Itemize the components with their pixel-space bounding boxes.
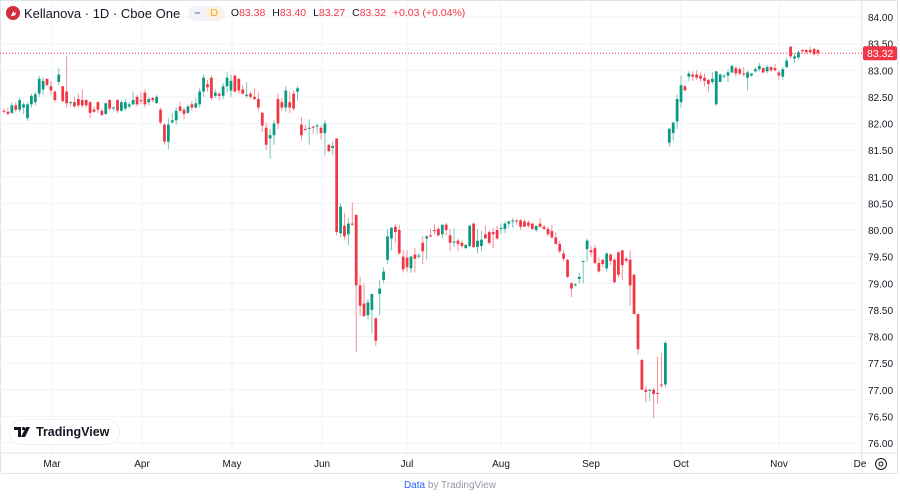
- svg-text:83.32: 83.32: [867, 48, 893, 60]
- price-tick: 81.50: [868, 146, 893, 157]
- price-tick: 78.50: [868, 306, 893, 317]
- settings-icon[interactable]: [874, 457, 888, 471]
- candlestick-chart[interactable]: 84.00 83.50 83.00 82.50 82.00 81.50 81.00 80.50…: [0, 0, 900, 475]
- symbol-title[interactable]: Kellanova · 1D · Cboe One: [24, 6, 180, 21]
- price-tick: 80.50: [868, 199, 893, 210]
- time-tick: Sep: [582, 459, 600, 470]
- time-tick: Jun: [314, 459, 330, 470]
- price-tick: 76.00: [868, 439, 893, 450]
- time-tick: Aug: [492, 459, 510, 470]
- exchange: Cboe One: [120, 5, 181, 21]
- candles: [2, 45, 820, 419]
- time-tick: Nov: [770, 459, 788, 470]
- ohlc-values: O83.38 H83.40 L83.27 C83.32 +0.03 (+0.04…: [231, 7, 465, 19]
- change-value: +0.03 (+0.04%): [392, 7, 466, 19]
- minus-icon: –: [194, 7, 201, 19]
- price-tick: 80.00: [868, 226, 893, 237]
- delayed-badge: D: [205, 6, 223, 20]
- separator: ·: [84, 5, 90, 21]
- time-tick: Apr: [134, 459, 150, 470]
- close-value: 83.32: [359, 7, 386, 19]
- price-tick: 83.50: [868, 40, 893, 51]
- price-tick: 82.50: [868, 93, 893, 104]
- price-tick: 79.50: [868, 253, 893, 264]
- tradingview-logo-text: TradingView: [36, 425, 110, 439]
- last-price-label: 83.32: [863, 46, 897, 61]
- chart-grid: [0, 0, 898, 474]
- tradingview-logo[interactable]: TradingView: [10, 420, 120, 444]
- time-tick: Mar: [43, 459, 61, 470]
- price-tick: 76.50: [868, 412, 893, 423]
- tradingview-logo-icon: [14, 427, 30, 437]
- open-label: O: [230, 7, 240, 19]
- kellanova-logo-icon: [6, 6, 20, 20]
- time-tick: Oct: [673, 459, 689, 470]
- time-tick: Jul: [401, 459, 414, 470]
- attribution-text: by TradingView: [427, 480, 497, 491]
- high-value: 83.40: [279, 7, 307, 19]
- symbol-name: Kellanova: [24, 5, 82, 21]
- price-axis[interactable]: 84.00 83.50 83.00 82.50 82.00 81.50 81.00 80.50…: [868, 13, 893, 450]
- open-value: 83.38: [239, 7, 266, 19]
- price-tick: 78.00: [868, 333, 893, 344]
- price-tick: 79.00: [868, 279, 893, 290]
- separator: ·: [112, 5, 118, 21]
- time-tick: De: [854, 459, 867, 470]
- market-status-badge[interactable]: – D: [188, 5, 225, 21]
- price-tick: 83.00: [868, 66, 893, 77]
- low-label: L: [313, 7, 319, 19]
- interval: 1D: [92, 5, 110, 21]
- chart-legend: Kellanova · 1D · Cboe One – D O83.38 H83…: [6, 4, 465, 22]
- price-tick: 77.00: [868, 386, 893, 397]
- price-tick: 84.00: [868, 13, 893, 24]
- footer-attribution: Data by TradingView: [0, 480, 900, 491]
- close-label: C: [352, 7, 360, 19]
- price-tick: 81.00: [868, 173, 893, 184]
- data-link[interactable]: Data: [403, 480, 426, 491]
- price-tick: 82.00: [868, 120, 893, 131]
- price-tick: 77.50: [868, 359, 893, 370]
- high-label: H: [272, 7, 280, 19]
- time-axis[interactable]: Mar Apr May Jun Jul Aug Sep Oct Nov De: [43, 459, 866, 470]
- time-tick: May: [223, 459, 242, 470]
- low-value: 83.27: [318, 7, 346, 19]
